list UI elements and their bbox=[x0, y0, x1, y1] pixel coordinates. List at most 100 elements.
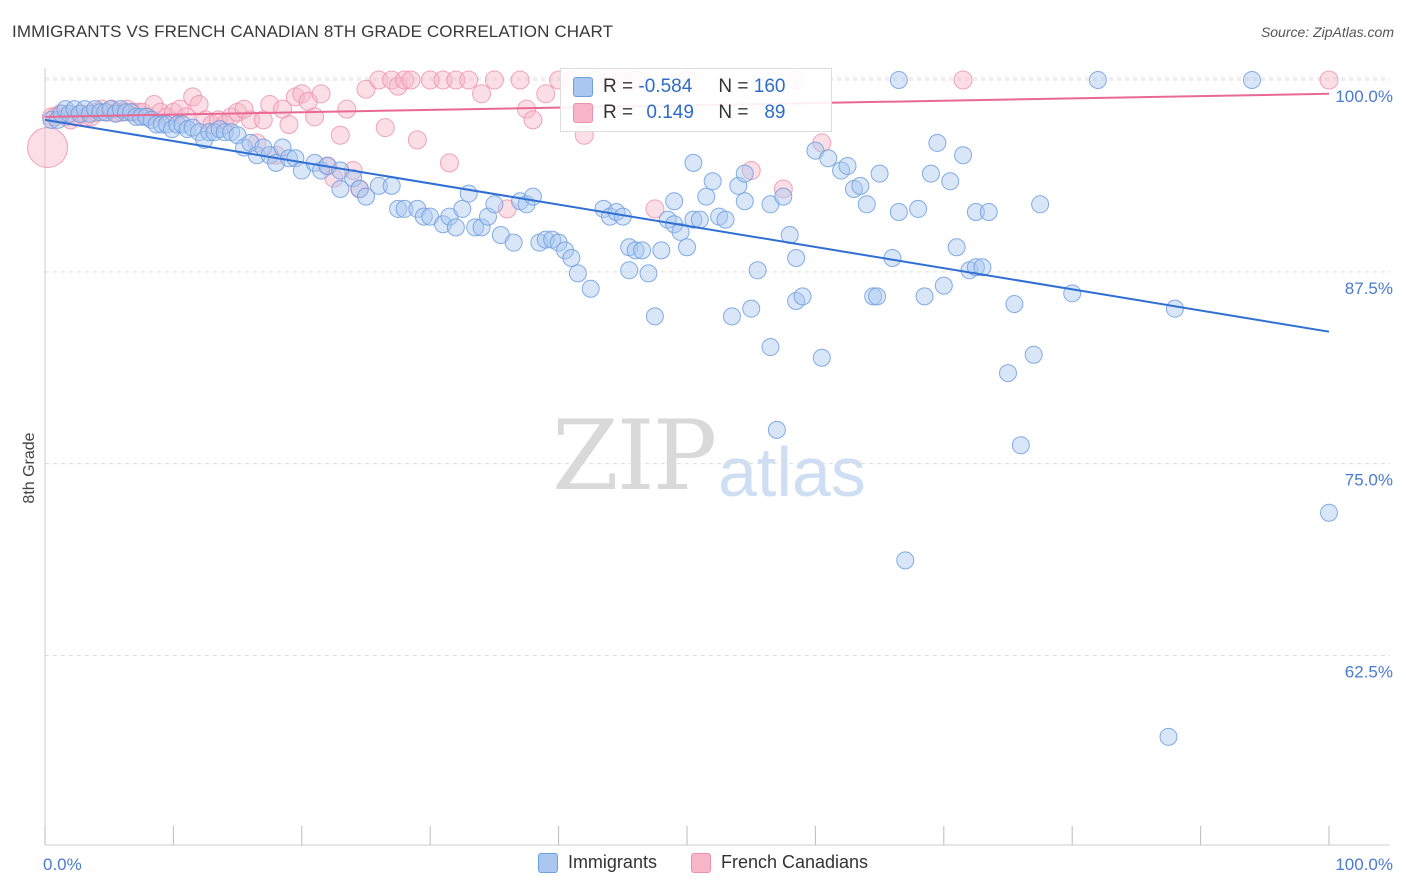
immigrants-point bbox=[111, 100, 130, 119]
immigrants-point bbox=[1320, 503, 1338, 522]
french-canadians-point bbox=[27, 127, 69, 169]
series-swatch-immigrants bbox=[537, 852, 558, 873]
correlation-legend: R = -0.584 N = 160 R = 0.149 N = 89 bbox=[560, 68, 832, 132]
legend-n-value: 160 bbox=[753, 76, 786, 97]
immigrants-point bbox=[331, 179, 350, 198]
legend-swatch-french-canadians bbox=[573, 103, 593, 123]
immigrants-point bbox=[787, 249, 806, 268]
x-tick-label: 100.0% bbox=[1335, 855, 1393, 874]
immigrants-point bbox=[748, 261, 767, 280]
immigrants-point bbox=[137, 107, 156, 126]
immigrants-point bbox=[999, 364, 1017, 383]
french-canadians-point bbox=[279, 115, 299, 135]
legend-row-immigrants: R = -0.584 N = 160 bbox=[573, 75, 785, 99]
french-canadians-point bbox=[459, 70, 479, 90]
y-tick-label: 75.0% bbox=[1345, 471, 1393, 490]
immigrants-point bbox=[941, 172, 960, 191]
french-canadians-point bbox=[330, 125, 350, 145]
immigrants-point bbox=[1031, 195, 1050, 214]
legend-r-label: R = bbox=[603, 102, 634, 123]
y-tick-label: 87.5% bbox=[1345, 279, 1393, 298]
french-canadians-point bbox=[510, 70, 530, 90]
immigrants-point bbox=[168, 115, 187, 134]
immigrants-point bbox=[684, 210, 703, 229]
immigrants-point bbox=[639, 264, 658, 283]
y-tick-label: 62.5% bbox=[1345, 663, 1393, 682]
french-canadians-point bbox=[395, 70, 415, 90]
immigrants-point bbox=[414, 207, 433, 226]
french-canadians-point bbox=[536, 84, 556, 104]
immigrants-trend-line bbox=[44, 118, 1330, 333]
immigrants-point bbox=[716, 210, 735, 229]
immigrants-point bbox=[934, 276, 953, 295]
french-canadians-point bbox=[953, 70, 973, 90]
series-legend-french-canadians[interactable]: French Canadians bbox=[690, 852, 869, 873]
legend-row-french-canadians: R = 0.149 N = 89 bbox=[573, 101, 785, 125]
immigrants-point bbox=[652, 241, 671, 260]
immigrants-point bbox=[633, 241, 652, 260]
series-swatch-french-canadians bbox=[690, 852, 711, 873]
immigrants-point bbox=[966, 258, 985, 277]
immigrants-point bbox=[369, 176, 388, 195]
immigrants-point bbox=[954, 146, 973, 165]
immigrants-point bbox=[966, 202, 985, 221]
french-canadians-point bbox=[311, 84, 331, 104]
immigrants-point bbox=[915, 287, 934, 306]
immigrants-point bbox=[889, 202, 908, 221]
immigrants-point bbox=[684, 153, 703, 172]
immigrants-point bbox=[735, 164, 754, 183]
immigrants-point bbox=[581, 279, 600, 298]
y-tick-label: 100.0% bbox=[1335, 87, 1393, 106]
immigrants-point bbox=[979, 202, 998, 221]
immigrants-point bbox=[1242, 71, 1261, 89]
french-canadians-point bbox=[523, 110, 543, 130]
immigrants-point bbox=[678, 238, 696, 257]
immigrants-point bbox=[350, 179, 369, 198]
immigrants-point bbox=[446, 218, 465, 237]
tick-labels: 100.0% 87.5% 75.0% 62.5% 0.0% 100.0% bbox=[43, 87, 1393, 874]
immigrants-point bbox=[504, 233, 523, 252]
french-canadians-point bbox=[1319, 70, 1339, 90]
immigrants-point bbox=[742, 299, 761, 318]
immigrants-point bbox=[761, 338, 780, 357]
immigrants-point bbox=[703, 172, 722, 191]
legend-n-label: N = bbox=[718, 102, 749, 123]
immigrants-point bbox=[549, 233, 568, 252]
immigrants-point bbox=[127, 107, 146, 126]
immigrants-point bbox=[819, 149, 838, 168]
series-label-immigrants: Immigrants bbox=[567, 852, 657, 872]
immigrants-point bbox=[273, 138, 292, 157]
french-canadians-point bbox=[472, 84, 492, 104]
french-canadians-point bbox=[375, 118, 395, 138]
series-legend-immigrants[interactable]: Immigrants bbox=[537, 852, 657, 873]
series-legend: Immigrants French Canadians bbox=[0, 852, 1406, 873]
french-canadians-point bbox=[645, 199, 665, 219]
immigrants-point bbox=[523, 187, 542, 206]
immigrants-point bbox=[200, 123, 219, 142]
immigrants-point bbox=[357, 187, 375, 206]
immigrants-point bbox=[1088, 71, 1107, 89]
immigrants-points bbox=[42, 71, 1338, 746]
immigrants-point bbox=[870, 164, 889, 183]
series-label-french-canadians: French Canadians bbox=[720, 852, 869, 872]
french-canadians-point bbox=[484, 70, 504, 90]
legend-r-label: R = bbox=[603, 76, 634, 97]
immigrants-point bbox=[183, 118, 202, 137]
immigrants-point bbox=[838, 156, 857, 175]
axis-layer bbox=[44, 68, 1390, 846]
immigrants-point bbox=[645, 307, 664, 326]
french-canadians-point bbox=[401, 70, 421, 90]
immigrants-point bbox=[626, 241, 645, 260]
legend-r-value: -0.584 bbox=[638, 76, 693, 97]
immigrants-point bbox=[812, 348, 831, 367]
french-canadians-point bbox=[407, 130, 427, 150]
immigrants-point bbox=[382, 176, 401, 195]
immigrants-point bbox=[832, 161, 851, 180]
legend-n-label: N = bbox=[718, 76, 749, 97]
immigrants-point bbox=[453, 199, 472, 218]
immigrants-point bbox=[889, 71, 908, 89]
immigrants-point bbox=[466, 218, 485, 237]
immigrants-point bbox=[1024, 345, 1043, 364]
immigrants-point bbox=[1165, 299, 1184, 318]
